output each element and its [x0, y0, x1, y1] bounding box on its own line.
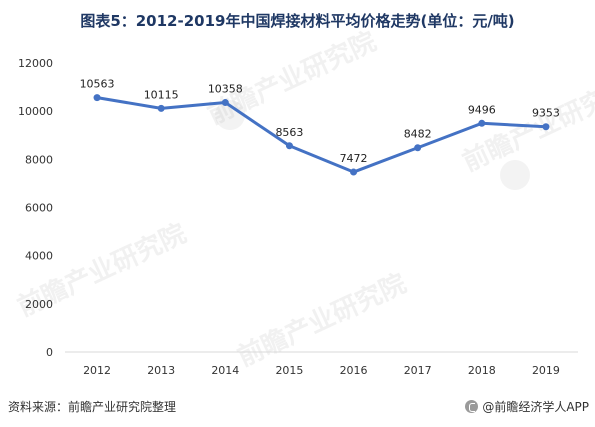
- x-tick-label: 2017: [404, 364, 432, 377]
- line-chart: 0 2000 4000 6000 8000 10000 12000 2012 2013 2014 2…: [18, 57, 578, 377]
- data-label: 8563: [275, 126, 303, 139]
- y-tick-label: 8000: [25, 153, 53, 166]
- data-label: 9496: [468, 103, 496, 116]
- y-tick-label: 12000: [18, 57, 53, 70]
- brand-credit: @前瞻经济学人APP: [465, 398, 589, 415]
- x-tick-label: 2015: [275, 364, 303, 377]
- chart-title: 图表5：2012-2019年中国焊接材料平均价格走势(单位：元/吨): [80, 12, 515, 30]
- x-tick-label: 2012: [83, 364, 111, 377]
- y-tick-label: 10000: [18, 105, 53, 118]
- source-note: 资料来源：前瞻产业研究院整理: [8, 400, 177, 414]
- y-tick-label: 6000: [25, 202, 53, 215]
- data-point: [93, 94, 101, 102]
- data-point: [157, 104, 165, 112]
- data-label: 10115: [144, 88, 179, 101]
- data-point: [414, 144, 422, 152]
- chart-area: 0 2000 4000 6000 8000 10000 12000 2012 2013 2014 2…: [0, 45, 595, 390]
- series-line: [95, 96, 548, 174]
- data-label: 8482: [404, 128, 432, 141]
- data-label: 10563: [80, 78, 115, 91]
- x-tick-label: 2016: [340, 364, 368, 377]
- x-tick-label: 2018: [468, 364, 496, 377]
- data-point: [478, 119, 486, 127]
- brand-logo-icon: [465, 400, 479, 413]
- y-tick-label: 0: [46, 346, 53, 359]
- brand-label: @前瞻经济学人APP: [482, 400, 589, 414]
- data-label: 7472: [340, 152, 368, 165]
- x-tick-label: 2019: [532, 364, 560, 377]
- data-point: [350, 168, 358, 176]
- data-point: [285, 142, 293, 150]
- x-tick-label: 2013: [147, 364, 175, 377]
- x-tick-label: 2014: [211, 364, 239, 377]
- y-tick-label: 4000: [25, 250, 53, 263]
- data-label: 9353: [532, 107, 560, 120]
- y-tick-label: 2000: [25, 298, 53, 311]
- data-label: 10358: [208, 83, 243, 96]
- data-point: [542, 123, 550, 131]
- data-point: [221, 99, 229, 107]
